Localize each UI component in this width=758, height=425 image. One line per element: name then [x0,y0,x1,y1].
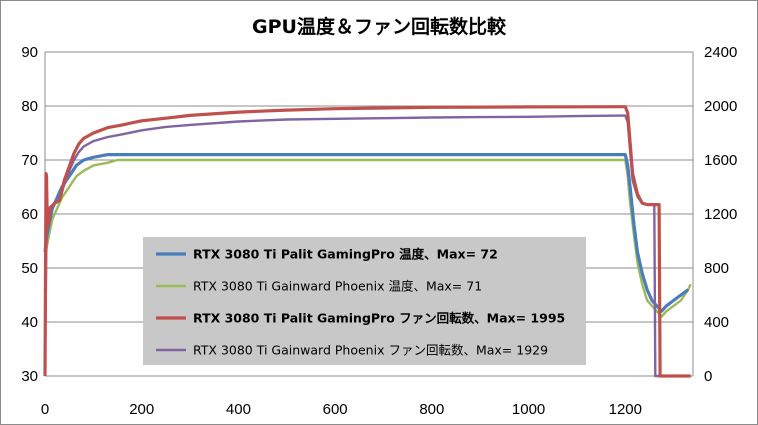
y-right-tick-label: 400 [704,314,729,331]
x-tick-label: 400 [226,401,251,418]
x-tick-label: 1000 [512,401,545,418]
y-right-tick-label: 2400 [704,44,737,61]
y-left-tick-label: 70 [21,152,38,169]
tick-labels: 30 40 50 60 70 80 90 0 400 800 1200 1600 2000 2400 0 20… [21,44,737,418]
y-right-tick-label: 2000 [704,98,737,115]
y-left-tick-label: 80 [21,98,38,115]
x-tick-label: 600 [323,401,348,418]
y-left-tick-label: 30 [21,368,38,385]
legend-label-2: RTX 3080 Ti Gainward Phoenix 温度、Max= 71 [193,279,482,294]
series-line-3 [43,105,691,378]
legend-label-4: RTX 3080 Ti Gainward Phoenix ファン回転数、Max=… [193,343,548,358]
series-lines [43,105,692,378]
legend-label-1: RTX 3080 Ti Palit GamingPro 温度、Max= 72 [193,247,498,262]
y-left-tick-label: 60 [21,206,38,223]
y-right-tick-label: 0 [704,368,712,385]
legend-box [143,237,586,365]
x-tick-label: 1200 [609,401,642,418]
y-left-tick-label: 40 [21,314,38,331]
legend-label-3: RTX 3080 Ti Palit GamingPro ファン回転数、Max= … [193,311,565,326]
y-left-tick-label: 90 [21,44,38,61]
legend: RTX 3080 Ti Palit GamingPro 温度、Max= 72 RT… [143,237,586,365]
y-left-tick-label: 50 [21,260,38,277]
y-right-tick-label: 1600 [704,152,737,169]
y-right-tick-label: 800 [704,260,729,277]
y-right-tick-label: 1200 [704,206,737,223]
x-tick-label: 800 [419,401,444,418]
x-tick-label: 0 [41,401,49,418]
chart-title: GPU温度＆ファン回転数比較 [252,15,507,38]
x-tick-label: 200 [129,401,154,418]
